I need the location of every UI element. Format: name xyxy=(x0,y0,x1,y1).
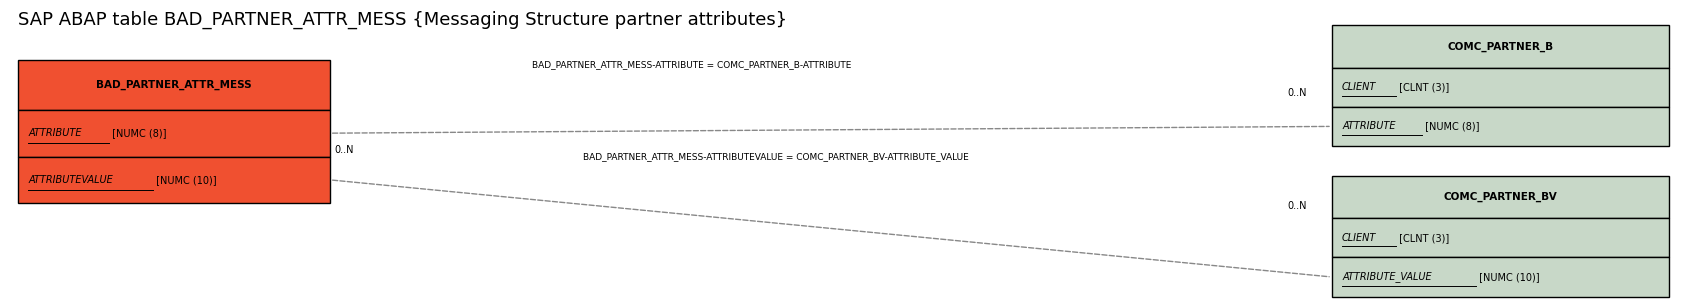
Text: 0..N: 0..N xyxy=(1287,88,1307,98)
Text: ATTRIBUTE_VALUE: ATTRIBUTE_VALUE xyxy=(1343,271,1432,282)
FancyBboxPatch shape xyxy=(1333,257,1668,297)
FancyBboxPatch shape xyxy=(19,157,331,203)
Text: CLIENT: CLIENT xyxy=(1343,82,1377,92)
Text: BAD_PARTNER_ATTR_MESS-ATTRIBUTE = COMC_PARTNER_B-ATTRIBUTE: BAD_PARTNER_ATTR_MESS-ATTRIBUTE = COMC_P… xyxy=(531,60,852,69)
Text: [CLNT (3)]: [CLNT (3)] xyxy=(1395,233,1449,243)
Text: SAP ABAP table BAD_PARTNER_ATTR_MESS {Messaging Structure partner attributes}: SAP ABAP table BAD_PARTNER_ATTR_MESS {Me… xyxy=(19,10,788,29)
FancyBboxPatch shape xyxy=(19,110,331,157)
Text: [CLNT (3)]: [CLNT (3)] xyxy=(1395,82,1449,92)
Text: 0..N: 0..N xyxy=(334,146,354,155)
Text: ATTRIBUTE: ATTRIBUTE xyxy=(1343,121,1395,131)
FancyBboxPatch shape xyxy=(1333,176,1668,218)
Text: CLIENT: CLIENT xyxy=(1343,233,1377,243)
Text: [NUMC (10)]: [NUMC (10)] xyxy=(1476,272,1540,282)
Text: [NUMC (8)]: [NUMC (8)] xyxy=(1422,121,1479,131)
Text: BAD_PARTNER_ATTR_MESS: BAD_PARTNER_ATTR_MESS xyxy=(96,80,251,90)
Text: BAD_PARTNER_ATTR_MESS-ATTRIBUTEVALUE = COMC_PARTNER_BV-ATTRIBUTE_VALUE: BAD_PARTNER_ATTR_MESS-ATTRIBUTEVALUE = C… xyxy=(584,152,968,161)
Text: 0..N: 0..N xyxy=(1287,201,1307,211)
Text: [NUMC (10)]: [NUMC (10)] xyxy=(154,175,218,185)
Text: COMC_PARTNER_B: COMC_PARTNER_B xyxy=(1447,41,1554,52)
Text: [NUMC (8)]: [NUMC (8)] xyxy=(108,128,167,138)
FancyBboxPatch shape xyxy=(1333,26,1668,68)
FancyBboxPatch shape xyxy=(19,60,331,110)
FancyBboxPatch shape xyxy=(1333,218,1668,257)
Text: ATTRIBUTE: ATTRIBUTE xyxy=(29,128,83,138)
FancyBboxPatch shape xyxy=(1333,107,1668,146)
Text: COMC_PARTNER_BV: COMC_PARTNER_BV xyxy=(1444,192,1557,202)
FancyBboxPatch shape xyxy=(1333,68,1668,107)
Text: ATTRIBUTEVALUE: ATTRIBUTEVALUE xyxy=(29,175,113,185)
